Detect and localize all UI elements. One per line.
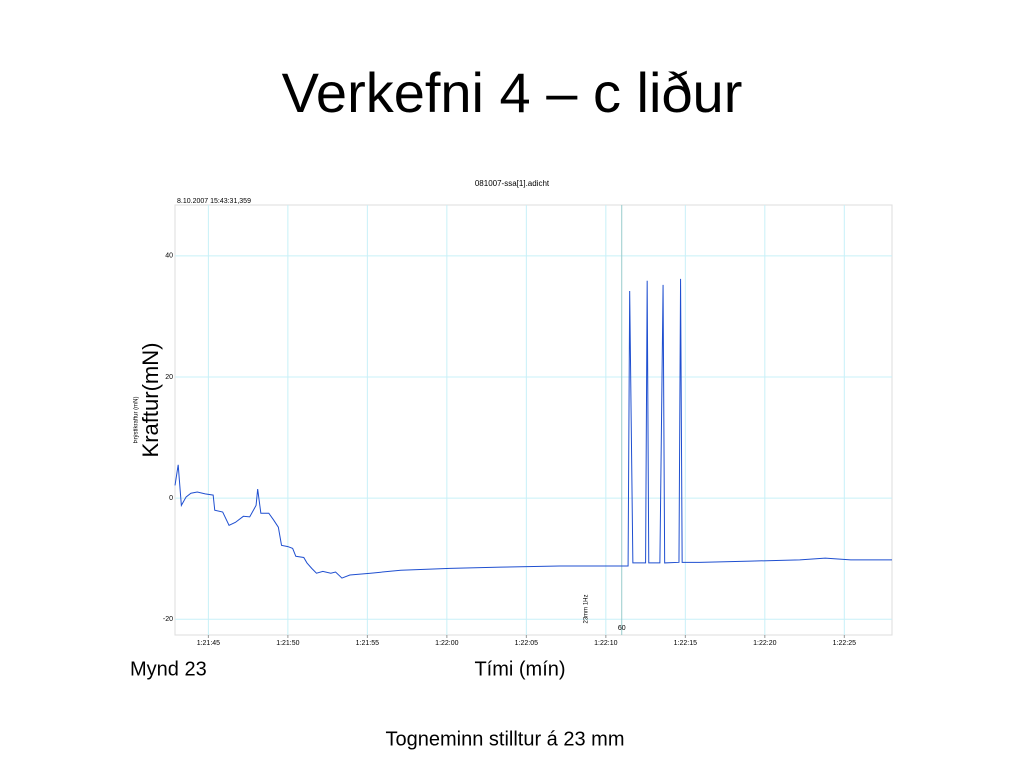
y-axis-label: Kraftur(mN)	[138, 343, 163, 458]
caption: Togneminn stilltur á 23 mm	[386, 728, 625, 750]
x-tick-label: 1:21:45	[197, 640, 220, 647]
y-tick-label: -20	[163, 616, 173, 623]
x-tick-label: 1:21:55	[356, 640, 379, 647]
x-tick-label: 1:22:15	[674, 640, 697, 647]
y-tick-label: 0	[169, 495, 173, 502]
x-tick-label: 1:21:50	[276, 640, 299, 647]
figure-label: Mynd 23	[130, 658, 207, 680]
marker-label: 60	[618, 625, 626, 632]
data-line	[174, 278, 892, 579]
y-label-original: Þrýstikraftur (mN)	[134, 397, 140, 444]
marker-note: 23mm 1Hz	[583, 594, 589, 623]
x-tick-label: 1:22:00	[435, 640, 458, 647]
chart-title: 081007-ssa[1].adicht	[475, 179, 550, 188]
x-tick-label: 1:22:25	[833, 640, 856, 647]
chart-subtitle: 8.10.2007 15:43:31,359	[177, 198, 251, 205]
x-tick-label: 1:22:05	[515, 640, 538, 647]
plot-area	[174, 204, 893, 636]
x-tick-label: 1:22:20	[753, 640, 776, 647]
y-tick-label: 20	[165, 374, 173, 381]
y-tick-label: 40	[165, 253, 173, 260]
x-axis-label: Tími (mín)	[474, 658, 565, 680]
slide-title: Verkefni 4 – c liður	[282, 61, 743, 124]
x-tick-label: 1:22:10	[594, 640, 617, 647]
